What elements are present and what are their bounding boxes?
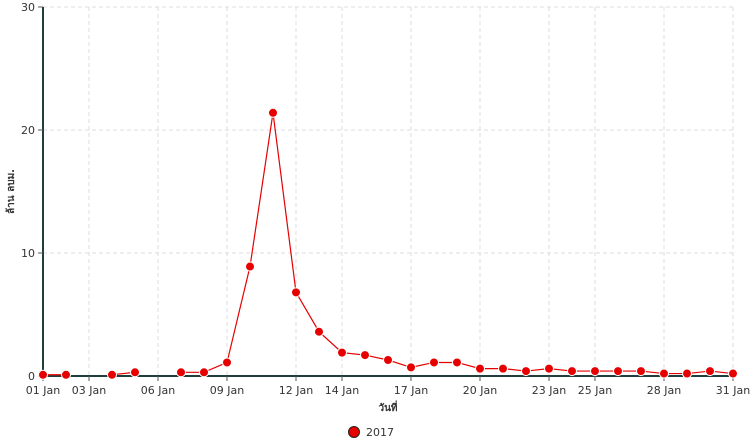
data-point — [636, 366, 646, 377]
data-point — [682, 368, 692, 379]
data-point — [222, 357, 232, 368]
x-tick-label: 31 Jan — [716, 384, 750, 397]
data-point — [199, 367, 209, 378]
x-tick-label: 14 Jan — [325, 384, 359, 397]
data-point — [406, 362, 416, 373]
data-point — [38, 369, 48, 380]
data-point — [475, 363, 485, 374]
data-point — [452, 357, 462, 368]
x-tick-label: 12 Jan — [279, 384, 313, 397]
axes — [42, 7, 733, 377]
x-tick-label: 23 Jan — [532, 384, 566, 397]
data-point — [107, 369, 117, 380]
x-tick-label: 09 Jan — [210, 384, 244, 397]
data-point — [245, 261, 255, 272]
data-point — [130, 367, 140, 378]
series-line-segment — [181, 112, 734, 375]
series-2017 — [38, 107, 738, 380]
x-tick-label: 25 Jan — [578, 384, 612, 397]
data-point — [291, 287, 301, 298]
y-tick-label: 20 — [21, 124, 35, 137]
x-tick-label: 03 Jan — [72, 384, 106, 397]
data-point — [498, 363, 508, 374]
x-tick-label: 06 Jan — [141, 384, 175, 397]
data-point — [659, 368, 669, 379]
x-tick-label: 01 Jan — [26, 384, 60, 397]
data-point — [383, 355, 393, 366]
grid — [42, 6, 734, 376]
data-point — [314, 326, 324, 337]
legend-marker-2017[interactable] — [348, 426, 360, 438]
data-point — [728, 368, 738, 379]
y-tick-label: 0 — [28, 370, 35, 383]
data-point — [61, 369, 71, 380]
y-tick-label: 10 — [21, 247, 35, 260]
y-axis-title: ล้าน ลบม. — [5, 169, 17, 214]
x-axis-title: วันที่ — [378, 400, 397, 414]
x-tick-label: 20 Jan — [463, 384, 497, 397]
data-point — [337, 347, 347, 358]
tick-labels: 01 Jan 03 Jan 06 Jan 09 Jan 12 Jan 14 Jan 17 J… — [21, 1, 750, 397]
data-point — [176, 367, 186, 378]
y-tick-label: 30 — [21, 1, 35, 14]
data-point — [613, 366, 623, 377]
data-point — [521, 366, 531, 377]
data-point — [705, 366, 715, 377]
legend-label-2017[interactable]: 2017 — [366, 426, 394, 439]
legend[interactable]: 2017 — [348, 426, 395, 439]
data-point — [544, 363, 554, 374]
data-point — [360, 350, 370, 361]
data-point — [567, 366, 577, 377]
data-point — [429, 357, 439, 368]
data-point — [590, 366, 600, 377]
data-point — [268, 107, 278, 118]
x-tick-label: 28 Jan — [647, 384, 681, 397]
x-tick-label: 17 Jan — [394, 384, 428, 397]
